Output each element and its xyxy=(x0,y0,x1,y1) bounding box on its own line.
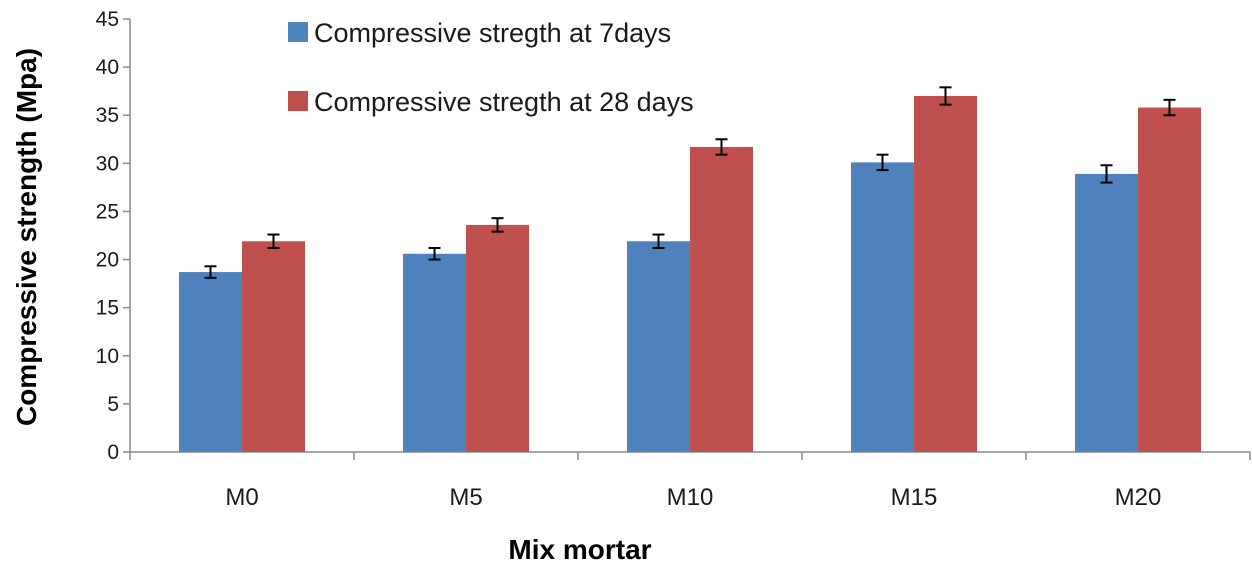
bar-m5-series-1 xyxy=(403,253,466,452)
legend-swatch-28days xyxy=(288,91,308,111)
y-tick-label: 25 xyxy=(96,200,119,223)
bar-m20-series-1 xyxy=(1075,173,1138,452)
bar-m15-series-2 xyxy=(914,95,977,452)
y-tick-label: 15 xyxy=(96,297,119,320)
bar-m5-series-2 xyxy=(466,224,529,452)
y-tick-label: 40 xyxy=(96,56,119,79)
x-tick-label-m15: M15 xyxy=(891,484,938,511)
legend-label-7days: Compressive stregth at 7days xyxy=(314,18,671,48)
y-tick-label: 35 xyxy=(96,104,119,127)
y-tick-label: 10 xyxy=(96,345,119,368)
y-tick-label: 30 xyxy=(96,152,119,175)
bar-m0-series-1 xyxy=(179,272,242,452)
y-tick-label: 5 xyxy=(107,393,119,416)
x-axis-title: Mix mortar xyxy=(508,534,651,565)
y-tick-label: 0 xyxy=(107,441,119,464)
legend: Compressive stregth at 7days Compressive… xyxy=(288,18,694,117)
legend-swatch-7days xyxy=(288,22,308,42)
y-axis-title: Compressive strength (Mpa) xyxy=(11,48,42,426)
bar-m20-series-2 xyxy=(1138,107,1201,452)
x-tick-label-m0: M0 xyxy=(225,484,258,511)
x-tick-label-m5: M5 xyxy=(449,484,482,511)
legend-label-28days: Compressive stregth at 28 days xyxy=(314,87,694,117)
x-tick-label-m10: M10 xyxy=(667,484,714,511)
bar-m10-series-1 xyxy=(627,241,690,452)
bar-m10-series-2 xyxy=(690,146,753,452)
x-tick-label-m20: M20 xyxy=(1115,484,1162,511)
y-tick-label: 20 xyxy=(96,249,119,272)
bar-m0-series-2 xyxy=(242,241,305,452)
bar-m15-series-1 xyxy=(851,162,914,453)
plot-area: 0 5 10 15 20 25 30 35 40 45 M0 M5 M10 M15 M20 xyxy=(96,8,1251,511)
y-tick-label: 45 xyxy=(96,8,119,31)
